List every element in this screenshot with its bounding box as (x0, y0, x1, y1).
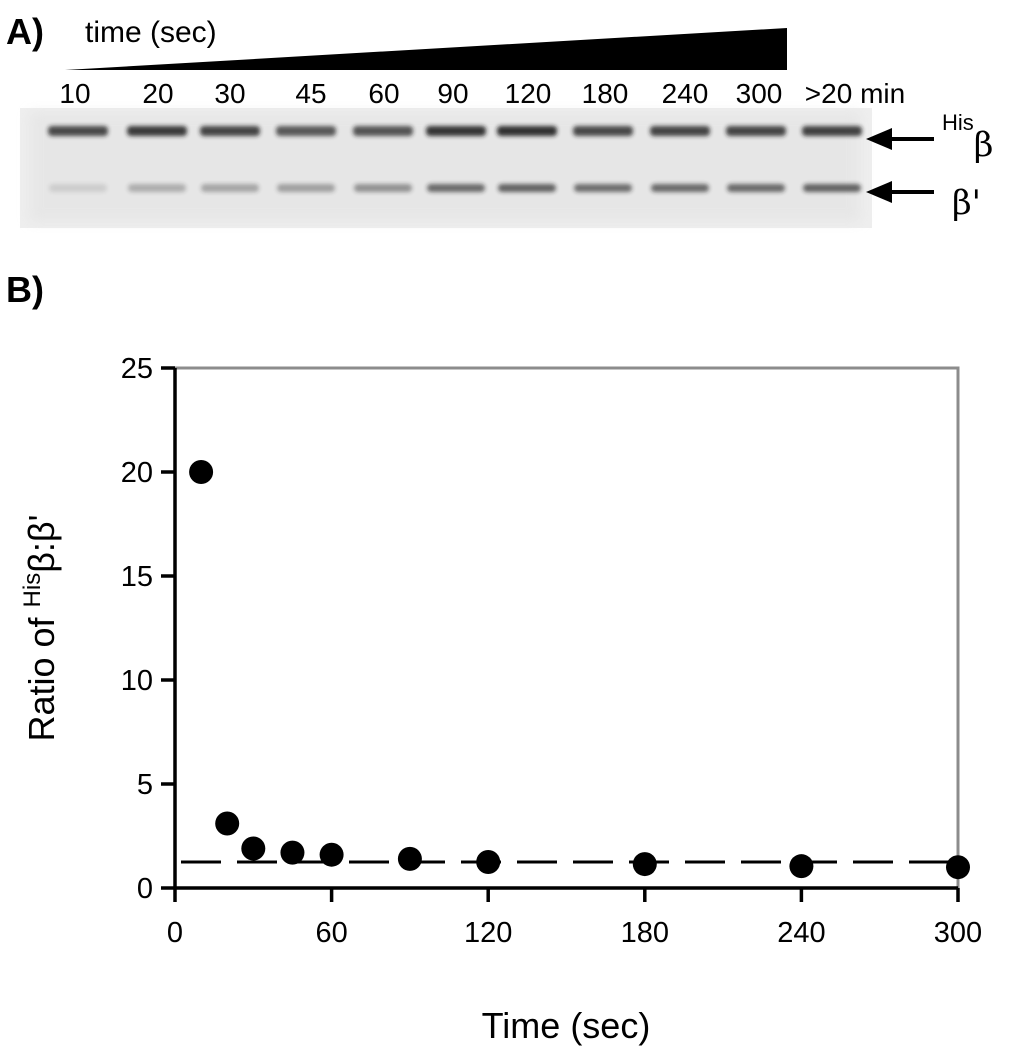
panel-a-label: A) (6, 11, 44, 52)
lower-band (354, 184, 412, 192)
x-tick-label: 120 (464, 917, 512, 949)
plot-frame (173, 366, 960, 890)
data-point (280, 840, 305, 865)
x-tick-label: 0 (167, 917, 183, 949)
scatter-chart: 0 5 10 15 20 25 0 60 120 180 240 300 Time (sec) Ra… (19, 353, 982, 1046)
data-points (189, 460, 970, 880)
y-axis-title: Ratio of Hisβ:β' (19, 514, 62, 741)
data-point (189, 460, 214, 484)
data-point (397, 846, 422, 871)
x-tick-label: 240 (777, 917, 825, 949)
upper-band (726, 126, 786, 136)
upper-band-label-symbol: β (974, 125, 994, 165)
upper-band-arrow-head (866, 128, 892, 150)
data-point (319, 842, 344, 867)
lane-label: >20 min (805, 78, 905, 109)
lower-band (128, 184, 186, 192)
time-gradient-wedge (65, 28, 787, 70)
lower-band (277, 184, 335, 192)
gel-bands (48, 126, 862, 192)
band-markers: Hisβ β' (866, 110, 993, 223)
data-point (789, 854, 814, 879)
upper-band-label: Hisβ (942, 110, 993, 165)
lower-band-label: β' (952, 183, 981, 223)
x-tick-label: 300 (934, 917, 982, 949)
upper-band (276, 126, 336, 136)
y-tick-label: 25 (121, 353, 153, 385)
y-axis-title-prefix: Ratio of (21, 607, 62, 741)
upper-band (497, 126, 557, 136)
upper-band (127, 126, 187, 136)
upper-band (426, 126, 486, 136)
lower-band (803, 184, 861, 192)
y-tick-label: 20 (121, 457, 153, 489)
y-tick-label: 5 (137, 769, 153, 801)
lane-label: 45 (295, 78, 326, 109)
upper-band (650, 126, 710, 136)
upper-band (802, 126, 862, 136)
x-axis-title: Time (sec) (482, 1005, 651, 1046)
lane-label: 90 (437, 78, 468, 109)
upper-band (573, 126, 633, 136)
x-tick-label: 60 (315, 917, 347, 949)
y-tick-label: 15 (121, 561, 153, 593)
data-point (946, 855, 970, 880)
lane-label: 60 (368, 78, 399, 109)
data-point (632, 852, 657, 877)
time-wedge-label: time (sec) (85, 16, 217, 49)
data-point (241, 836, 266, 861)
upper-band (353, 126, 413, 136)
panel-b-label: B) (6, 269, 44, 310)
gel-image (20, 108, 872, 228)
lower-band (498, 184, 556, 192)
y-ticks: 0 5 10 15 20 25 (121, 353, 175, 905)
lane-label: 120 (505, 78, 552, 109)
lane-label: 180 (582, 78, 629, 109)
lower-band (727, 184, 785, 192)
lane-label: 240 (662, 78, 709, 109)
lane-label: 30 (214, 78, 245, 109)
data-point (215, 811, 240, 836)
upper-band-label-sup: His (942, 110, 974, 135)
y-tick-label: 10 (121, 665, 153, 697)
lower-band (427, 184, 485, 192)
lane-label: 10 (59, 78, 90, 109)
x-tick-label: 180 (621, 917, 669, 949)
lane-label: 300 (736, 78, 783, 109)
y-axis-title-sup: His (19, 573, 46, 608)
upper-band (48, 126, 108, 136)
lower-band (201, 184, 259, 192)
lower-band (49, 184, 107, 192)
lane-labels: 10 20 30 45 60 90 120 180 240 300 >20 min (59, 78, 905, 109)
upper-band (200, 126, 260, 136)
lower-band (574, 184, 632, 192)
y-axis-title-suffix: β:β' (21, 514, 62, 572)
lower-band-arrow-head (866, 181, 892, 203)
lane-label: 20 (142, 78, 173, 109)
data-point (476, 850, 501, 874)
x-ticks: 0 60 120 180 240 300 (167, 888, 982, 949)
lower-band (651, 184, 709, 192)
y-tick-label: 0 (137, 873, 153, 905)
